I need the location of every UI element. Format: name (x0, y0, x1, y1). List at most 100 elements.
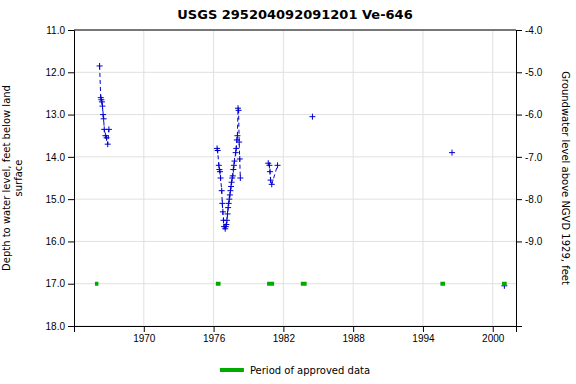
y2-tick: -8.0 (516, 194, 543, 205)
grid-line-x (143, 30, 144, 326)
data-point (237, 156, 243, 162)
x-tick-label: 1988 (343, 333, 366, 344)
y-tick-label: 18.0 (46, 321, 66, 332)
y-tick: 12.0 (46, 67, 74, 78)
y2-tick-label: -9.0 (525, 236, 543, 247)
y-tick-label: 15.0 (46, 194, 66, 205)
grid-line-y (74, 114, 516, 115)
data-point (236, 139, 242, 145)
grid-line-y (74, 30, 516, 31)
data-point (215, 148, 221, 154)
plot-frame-top (74, 30, 516, 31)
data-point (266, 162, 272, 168)
data-point (267, 169, 273, 175)
data-point (223, 222, 229, 228)
y-tick-mark (68, 241, 74, 242)
y2-tick: -4.0 (516, 25, 543, 36)
grid-line-x (213, 30, 214, 326)
approved-segments (95, 282, 507, 286)
x-tick-label: 1994 (412, 333, 435, 344)
x-tick: 1976 (203, 326, 226, 344)
data-point (225, 211, 231, 217)
y2-tick-mark (516, 30, 522, 31)
x-tick-label: 1970 (133, 333, 156, 344)
legend-swatch (220, 368, 244, 372)
data-point (269, 181, 275, 187)
legend-label: Period of approved data (250, 365, 370, 376)
y-tick: 11.0 (46, 25, 74, 36)
y2-tick-mark (516, 199, 522, 200)
data-point (97, 63, 103, 69)
x-tick: 1970 (133, 326, 156, 344)
y2-axis-title: Groundwater level above NGVD 1929, feet (560, 71, 571, 285)
y-tick-mark (68, 115, 74, 116)
grid-line-x (422, 30, 423, 326)
data-point (234, 133, 240, 139)
y-axis-title: Depth to water level, feet below landsur… (1, 85, 24, 271)
x-tick-mark (423, 326, 424, 332)
y2-tick: -9.0 (516, 236, 543, 247)
grid (74, 30, 516, 326)
x-axis-line (75, 327, 517, 333)
chart-svg: 1970 1976 1982 1988 1994 2000 11.0 12.0 13.0 14.0… (0, 0, 576, 384)
x-tick-label: 1976 (203, 333, 226, 344)
data-point (106, 126, 112, 132)
data-point (236, 107, 242, 113)
y-tick-mark (68, 72, 74, 73)
y2-tick-label: -8.0 (525, 194, 543, 205)
data-point (100, 112, 106, 118)
x-tick: 1982 (273, 326, 296, 344)
data-point (219, 188, 225, 194)
x-tick-label: 2000 (482, 333, 505, 344)
data-point (225, 205, 231, 211)
y2-tick-label: -7.0 (525, 152, 543, 163)
chart-container: 1970 1976 1982 1988 1994 2000 11.0 12.0 13.0 14.0… (0, 0, 576, 384)
x-tick-mark (214, 326, 215, 332)
y-tick: 17.0 (46, 278, 74, 289)
data-point (101, 116, 107, 122)
y2-tick: -5.0 (516, 67, 543, 78)
legend: Period of approved data (220, 365, 370, 376)
y-tick-label: 16.0 (46, 236, 66, 247)
data-point (229, 179, 235, 185)
y2-tick-mark (516, 157, 522, 158)
y-tick-mark (68, 199, 74, 200)
x-tick-mark (283, 326, 284, 332)
data-point (217, 169, 223, 175)
y-tick-mark (68, 284, 74, 285)
y2-tick: -7.0 (516, 152, 543, 163)
data-point (233, 150, 239, 156)
grid-line-y (74, 283, 516, 284)
y2-tick-label: -6.0 (525, 109, 543, 120)
y2-axis-line (517, 31, 523, 327)
y-tick: 16.0 (46, 236, 74, 247)
y2-axis: -4.0 -5.0 -6.0 -7.0 -8.0 -9.0 (516, 25, 543, 327)
marks (95, 63, 507, 289)
data-point (449, 150, 455, 156)
y2-tick-mark (516, 72, 522, 73)
data-point (224, 217, 230, 223)
y2-tick-mark (516, 115, 522, 116)
y2-tick-label: -4.0 (525, 25, 543, 36)
data-point (230, 167, 236, 173)
y-tick: 15.0 (46, 194, 74, 205)
y-tick: 13.0 (46, 109, 74, 120)
x-tick: 1994 (412, 326, 435, 344)
grid-line-x (283, 30, 284, 326)
grid-line-y (74, 156, 516, 157)
data-point (275, 162, 281, 168)
data-line (100, 66, 505, 286)
x-tick-mark (144, 326, 145, 332)
y-tick-label: 17.0 (46, 278, 66, 289)
y2-tick: -6.0 (516, 109, 543, 120)
data-point (237, 175, 243, 181)
y-tick-mark (68, 157, 74, 158)
data-point (104, 135, 110, 141)
x-tick-mark (493, 326, 494, 332)
data-point (226, 196, 232, 202)
data-point (232, 158, 238, 164)
y2-tick-mark (516, 241, 522, 242)
y-tick: 14.0 (46, 152, 74, 163)
grid-line-y (74, 72, 516, 73)
x-tick: 2000 (482, 326, 505, 344)
